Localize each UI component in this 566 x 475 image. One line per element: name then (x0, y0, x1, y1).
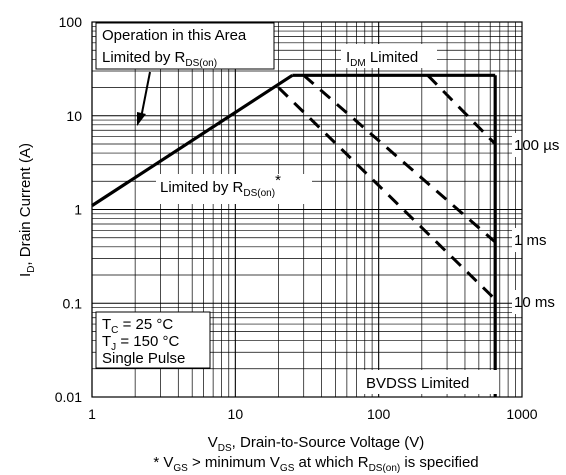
x-axis-title: VDS, Drain-to-Source Voltage (V) (208, 434, 425, 454)
operation-arrow-shaft (140, 71, 151, 119)
series-10-ms (277, 86, 497, 301)
y-tick-label: 0.1 (63, 295, 83, 311)
series-100-s (426, 74, 497, 146)
conditions-box (95, 311, 211, 369)
label-1ms-box (512, 228, 548, 252)
label-10ms-box (512, 290, 558, 314)
idm-limited-box (341, 44, 437, 68)
x-tick-label: 1000 (506, 406, 537, 422)
bvdss-limited-box (360, 370, 498, 394)
label-1ms: 1 ms (514, 232, 547, 249)
x-tick-label: 100 (367, 406, 391, 422)
rds-limited-label: Limited by RDS(on)* (160, 172, 281, 199)
y-axis-title: ID, Drain Current (A) (17, 143, 37, 277)
tc-condition: TC = 25 °C (102, 316, 173, 336)
plot-frame (91, 21, 523, 398)
footnote: * VGS > minimum VGS at which RDS(on) is … (153, 454, 478, 474)
tick-labels: 1 10 100 1000 100 10 1 0.1 0.01 (55, 14, 538, 422)
operation-text-line2: Limited by RDS(on) (102, 49, 217, 69)
y-tick-label: 10 (66, 108, 82, 124)
label-100us-box (512, 133, 556, 157)
y-tick-label: 0.01 (55, 389, 82, 405)
idm-limited-label: IDM Limited (346, 49, 418, 69)
label-100us: 100 µs (514, 137, 559, 154)
series-1-ms (302, 74, 497, 244)
single-pulse-condition: Single Pulse (102, 350, 185, 367)
bvdss-limited-label: BVDSS Limited (366, 375, 469, 392)
operation-arrow-head (137, 112, 146, 126)
tj-condition: TJ = 150 °C (102, 333, 179, 353)
label-10ms: 10 ms (514, 294, 555, 311)
y-tick-label: 1 (74, 202, 82, 218)
rds-limited-box (156, 174, 312, 204)
x-tick-label: 1 (88, 406, 96, 422)
operation-area-box (95, 22, 275, 70)
operation-text-line1: Operation in this Area (102, 27, 247, 44)
x-tick-label: 10 (228, 406, 244, 422)
series-lines (91, 73, 497, 397)
y-tick-label: 100 (59, 14, 83, 30)
series-r-ds-on-limit (91, 73, 294, 207)
